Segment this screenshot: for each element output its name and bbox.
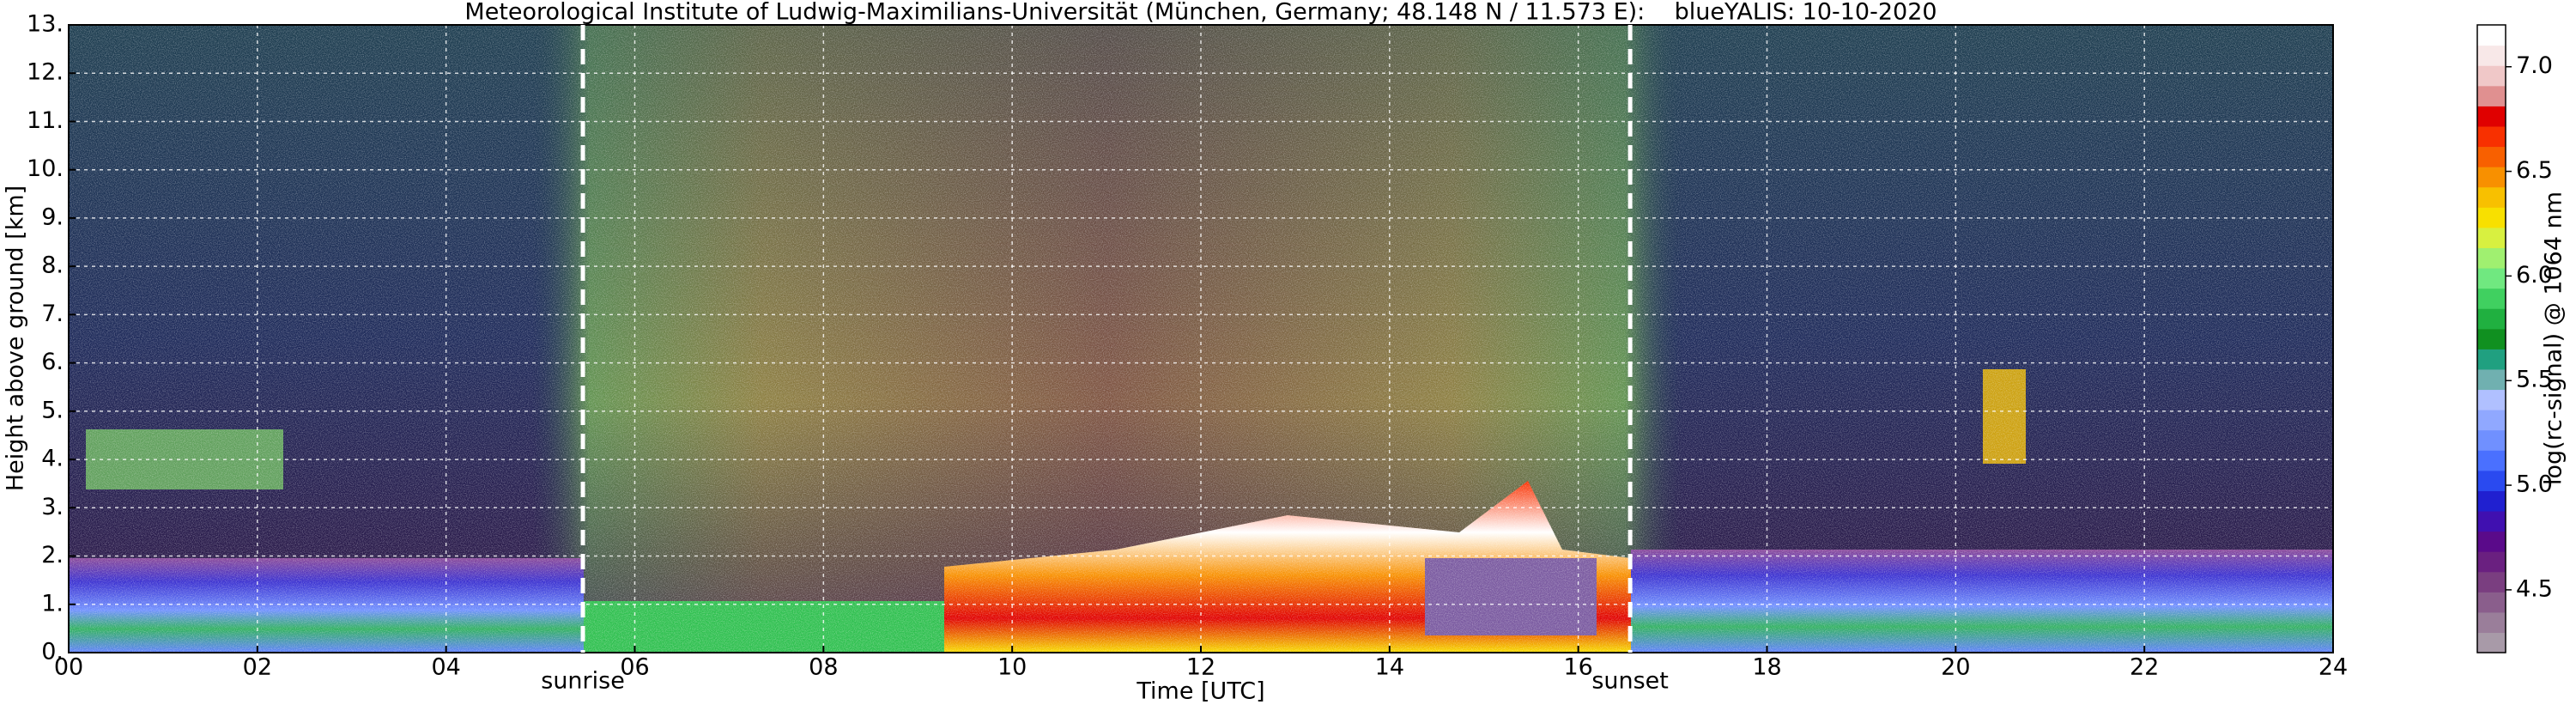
x-tick-label: 16 — [1563, 654, 1592, 681]
x-tick-label: 24 — [2318, 654, 2348, 681]
y-tick-label: 13. — [27, 11, 64, 38]
colorbar-segment — [2477, 429, 2506, 451]
colorbar-segment — [2477, 247, 2506, 269]
colorbar-tick-label: 5.5 — [2516, 367, 2553, 393]
x-tick-label: 00 — [54, 654, 83, 681]
x-tick-label: 04 — [431, 654, 460, 681]
colorbar-segment — [2477, 531, 2506, 552]
colorbar-tick-label: 4.5 — [2516, 575, 2553, 602]
x-tick-label: 08 — [809, 654, 838, 681]
colorbar-tick-label: 6.5 — [2516, 157, 2553, 184]
y-axis-label: Height above ground [km] — [3, 185, 29, 491]
colorbar-segment — [2477, 510, 2506, 532]
colorbar-segment — [2477, 410, 2506, 431]
colorbar-segment — [2477, 186, 2506, 208]
colorbar-segment — [2477, 349, 2506, 370]
colorbar-segment — [2477, 207, 2506, 228]
x-tick-label: 10 — [997, 654, 1027, 681]
y-tick-label: 0. — [41, 639, 64, 665]
chart-title: Meteorological Institute of Ludwig-Maxim… — [464, 0, 1937, 26]
y-tick-label: 1. — [41, 590, 64, 617]
colorbar-segment — [2477, 45, 2506, 66]
x-tick-label: 14 — [1375, 654, 1404, 681]
heatmap-image — [69, 25, 2333, 653]
annotation-label: sunrise — [541, 668, 625, 695]
colorbar-segment — [2477, 85, 2506, 106]
y-tick-label: 4. — [41, 446, 64, 472]
colorbar-tick-label: 5.0 — [2516, 471, 2553, 498]
colorbar-segment — [2477, 368, 2506, 391]
colorbar-segment — [2477, 389, 2506, 410]
plot-frame — [68, 24, 2334, 653]
colorbar-label: log(rc-signal) @ 1064 nm — [2541, 191, 2567, 485]
colorbar-segment — [2477, 288, 2506, 309]
y-tick-label: 8. — [41, 252, 64, 279]
colorbar-tick-label: 6.0 — [2516, 262, 2553, 289]
colorbar-segment — [2477, 25, 2506, 46]
x-tick-label: 02 — [243, 654, 272, 681]
colorbar-segment — [2477, 632, 2506, 653]
y-tick-label: 7. — [41, 301, 64, 327]
colorbar-segment — [2477, 611, 2506, 634]
y-tick-label: 10. — [27, 155, 64, 182]
colorbar-segment — [2477, 65, 2506, 87]
y-tick-label: 2. — [41, 542, 64, 568]
y-tick-label: 5. — [41, 397, 64, 423]
y-tick-label: 3. — [41, 494, 64, 520]
colorbar-segment — [2477, 470, 2506, 491]
x-tick-label: 22 — [2130, 654, 2159, 681]
colorbar-segment — [2477, 571, 2506, 592]
colorbar-tick-label: 7.0 — [2516, 52, 2553, 79]
colorbar-segment — [2477, 167, 2506, 188]
colorbar-segment — [2477, 227, 2506, 248]
y-tick-label: 11. — [27, 107, 64, 134]
y-tick-label: 6. — [41, 349, 64, 375]
y-tick-label: 12. — [27, 59, 64, 86]
colorbar-segment — [2477, 146, 2506, 167]
colorbar-frame — [2476, 24, 2506, 653]
colorbar-segment — [2477, 592, 2506, 613]
colorbar-segment — [2477, 551, 2506, 573]
y-tick-label: 9. — [41, 204, 64, 230]
colorbar-segment — [2477, 308, 2506, 330]
x-axis-label: Time [UTC] — [1136, 678, 1264, 705]
colorbar-segment — [2477, 450, 2506, 471]
colorbar-segment — [2477, 106, 2506, 127]
x-tick-label: 12 — [1186, 654, 1215, 681]
colorbar-segment — [2477, 328, 2506, 349]
noise — [69, 25, 2333, 653]
colorbar-segment — [2477, 125, 2506, 148]
x-tick-label: 06 — [620, 654, 649, 681]
x-tick-label: 20 — [1941, 654, 1970, 681]
colorbar-segment — [2477, 267, 2506, 289]
annotation-label: sunset — [1591, 668, 1669, 695]
x-tick-label: 18 — [1752, 654, 1781, 681]
colorbar-segment — [2477, 490, 2506, 512]
